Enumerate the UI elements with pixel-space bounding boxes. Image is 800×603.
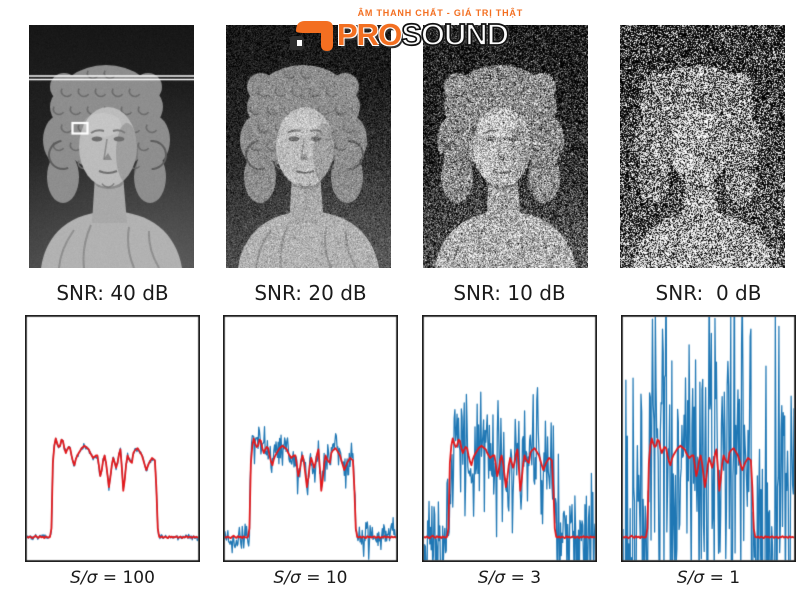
ratio-value: 1 xyxy=(729,568,741,588)
ratio-symbol: S/σ xyxy=(477,568,506,588)
profile-plot-snr0 xyxy=(621,315,796,562)
ratio-label-1: S/σ = 1 xyxy=(621,568,796,588)
snr-label-20db: SNR: 20 dB xyxy=(254,281,367,305)
mark-orange-seven xyxy=(296,21,333,51)
profile-plot-snr20 xyxy=(223,315,398,562)
ratio-equals: = xyxy=(97,568,123,588)
statue-image-snr20 xyxy=(226,25,391,268)
snr-label-0db: SNR: 0 dB xyxy=(655,281,762,305)
ratio-value: 10 xyxy=(325,568,348,588)
logo-tagline: ÂM THANH CHẤT - GIÁ TRỊ THẬT xyxy=(357,8,523,18)
prosound-mark-icon xyxy=(290,21,333,51)
ratio-symbol: S/σ xyxy=(273,568,301,588)
ratio-equals: = xyxy=(300,568,326,588)
snr-label-10db: SNR: 10 dB xyxy=(453,281,566,305)
ratio-label-100: S/σ = 100 xyxy=(25,568,200,588)
ratio-symbol: S/σ xyxy=(70,568,98,588)
snr-label-40db: SNR: 40 dB xyxy=(56,281,169,305)
ratio-label-10: S/σ = 10 xyxy=(223,568,398,588)
ratio-label-3: S/σ = 3 xyxy=(422,568,597,588)
ratio-equals: = xyxy=(505,568,531,588)
statue-image-snr0 xyxy=(620,25,785,268)
mark-white-notch xyxy=(297,40,302,46)
logo-text-pro: PRO xyxy=(337,17,402,52)
logo-text-sound: SOUND xyxy=(400,17,510,53)
ratio-equals: = xyxy=(704,568,730,588)
ratio-symbol: S/σ xyxy=(676,568,705,588)
profile-plot-snr10 xyxy=(422,315,597,562)
statue-image-snr10 xyxy=(423,25,588,268)
prosound-logo: ÂM THANH CHẤT - GIÁ TRỊ THẬT PRO SOUND xyxy=(289,8,545,56)
profile-plot-snr40 xyxy=(25,315,200,562)
statue-image-snr40 xyxy=(29,25,194,268)
ratio-value: 100 xyxy=(122,568,155,588)
logo-brand-row: PRO SOUND xyxy=(289,17,545,56)
ratio-value: 3 xyxy=(530,568,542,588)
